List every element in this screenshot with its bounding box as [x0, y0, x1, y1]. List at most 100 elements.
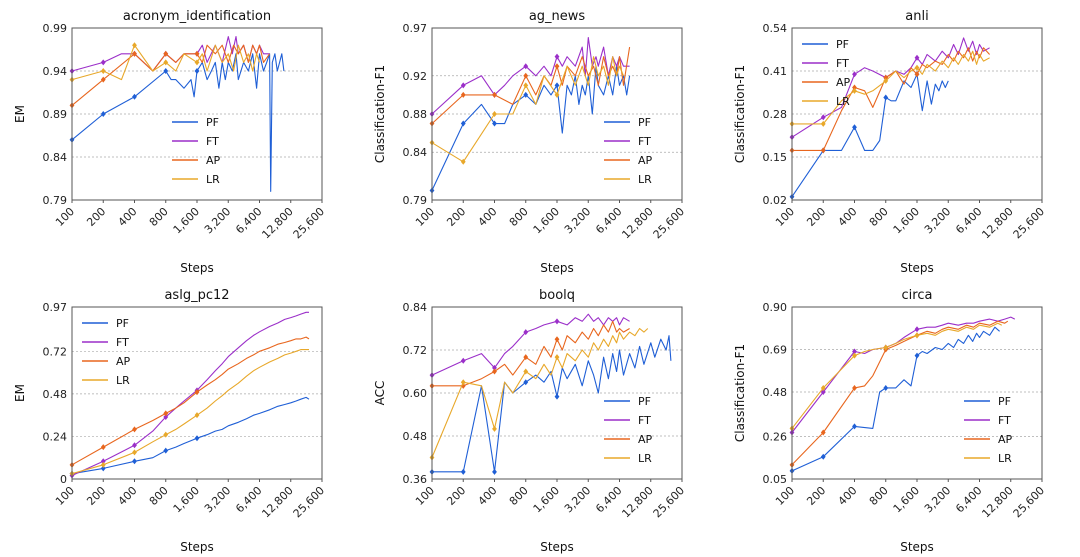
data-point-lr — [132, 42, 137, 49]
x-tick-label: 200 — [804, 484, 828, 508]
data-point-ap — [492, 368, 497, 375]
y-tick-label: 0.15 — [763, 151, 788, 164]
plot-frame — [791, 27, 1043, 201]
series-line-ap — [432, 320, 630, 387]
data-point-pf — [852, 124, 857, 131]
legend-label-ft: FT — [998, 414, 1011, 427]
y-tick-label: 0.90 — [763, 301, 788, 314]
y-tick-label: 0.79 — [403, 194, 428, 207]
x-tick-label: 25,600 — [291, 205, 327, 241]
y-tick-label: 0.97 — [403, 22, 428, 35]
data-point-lr — [554, 91, 560, 98]
x-tick-label: 400 — [116, 205, 140, 229]
legend-label-lr: LR — [638, 452, 652, 465]
series-line-ap — [431, 47, 631, 125]
data-point-pf — [852, 423, 857, 430]
legend-label-ft: FT — [836, 57, 849, 70]
data-point-lr — [100, 461, 106, 468]
data-point-pf — [194, 435, 200, 442]
series-line-pf — [791, 73, 949, 198]
y-axis-label: Classification-F1 — [373, 65, 387, 163]
y-tick-label: 0.99 — [43, 22, 68, 35]
data-point-pf — [523, 379, 529, 386]
x-tick-label: 100 — [773, 484, 797, 508]
chart-aslg-pc12: aslg_pc12 0 0.24 0.48 0.72 0.97 100 200 400 800 1,… — [13, 288, 327, 554]
y-tick-label: 0.41 — [763, 65, 788, 78]
x-tick-label: 400 — [476, 484, 500, 508]
data-point-ft — [523, 329, 529, 336]
x-tick-label: 100 — [53, 484, 77, 508]
chart-title: circa — [902, 288, 933, 303]
series-line-lr — [791, 322, 1003, 429]
series-line-pf — [432, 335, 672, 473]
y-axis-label: EM — [13, 105, 27, 123]
legend-label-ap: AP — [206, 154, 221, 167]
data-point-ft — [460, 357, 466, 364]
y-tick-label: 0.24 — [43, 430, 68, 443]
series-line-lr — [792, 50, 990, 125]
y-tick-label: 0.02 — [763, 194, 788, 207]
y-tick-label: 0.84 — [43, 151, 68, 164]
legend-label-ft: FT — [638, 135, 651, 148]
data-point-pf — [100, 465, 106, 472]
legend-label-pf: PF — [206, 116, 219, 129]
data-point-ft — [820, 114, 826, 121]
chart-title: aslg_pc12 — [164, 288, 229, 303]
legend-label-lr: LR — [638, 173, 652, 186]
legend-label-ap: AP — [998, 433, 1013, 446]
x-tick-label: 12,800 — [619, 484, 655, 520]
data-point-ft — [914, 54, 920, 61]
x-tick-label: 200 — [444, 205, 468, 229]
data-point-ap — [554, 336, 560, 343]
chart-title: acronym_identification — [123, 9, 271, 24]
x-tick-label: 100 — [413, 484, 437, 508]
series-line-pf — [431, 65, 631, 191]
series-line-lr — [431, 327, 649, 458]
y-axis-label: ACC — [373, 381, 387, 406]
x-tick-label: 400 — [476, 205, 500, 229]
x-tick-label: 12,800 — [259, 484, 295, 520]
data-point-ap — [132, 50, 137, 57]
data-point-ap — [194, 50, 200, 57]
series-line-pf — [71, 53, 285, 192]
chart-title: boolq — [539, 288, 575, 303]
data-point-ft — [820, 388, 826, 395]
legend-label-ft: FT — [638, 414, 651, 427]
chart-acronym-identification: acronym_identification 0.79 0.84 0.89 0.94 0.… — [13, 9, 327, 275]
data-point-pf — [100, 111, 106, 117]
data-point-pf — [163, 447, 169, 454]
chart-anli: anli 0.02 0.15 0.28 0.41 0.54 100 200 400 800 1,60… — [733, 9, 1047, 275]
legend-label-lr: LR — [206, 173, 220, 186]
y-tick-label: 0.84 — [403, 301, 428, 314]
series-line-ft — [791, 316, 1016, 433]
x-tick-label: 12,800 — [259, 205, 295, 241]
data-point-pf — [883, 94, 889, 101]
data-point-lr — [914, 332, 920, 339]
plot-frame — [71, 27, 323, 201]
y-tick-label: 0.92 — [403, 70, 428, 83]
x-tick-label: 800 — [507, 205, 531, 229]
y-axis-label: EM — [13, 384, 27, 402]
x-tick-label: 3,200 — [922, 484, 953, 515]
series-line-ap — [71, 44, 271, 106]
data-point-pf — [914, 352, 920, 359]
legend-label-ap: AP — [836, 76, 851, 89]
data-point-lr — [852, 87, 857, 94]
chart-circa: circa 0.05 0.26 0.48 0.69 0.90 100 200 400 800 1,6… — [733, 288, 1047, 554]
x-tick-label: 400 — [836, 484, 860, 508]
data-point-lr — [523, 82, 529, 89]
series-line-pf — [71, 396, 310, 475]
data-point-ft — [100, 59, 106, 66]
data-point-pf — [194, 68, 200, 74]
y-tick-label: 0.36 — [403, 473, 428, 486]
legend-label-ap: AP — [638, 433, 653, 446]
data-point-pf — [523, 91, 529, 98]
x-tick-label: 1,600 — [891, 484, 922, 515]
legend-label-lr: LR — [998, 452, 1012, 465]
data-point-ap — [523, 354, 529, 361]
y-tick-label: 0.97 — [43, 301, 68, 314]
data-point-lr — [492, 425, 497, 432]
data-point-pf — [132, 93, 137, 100]
